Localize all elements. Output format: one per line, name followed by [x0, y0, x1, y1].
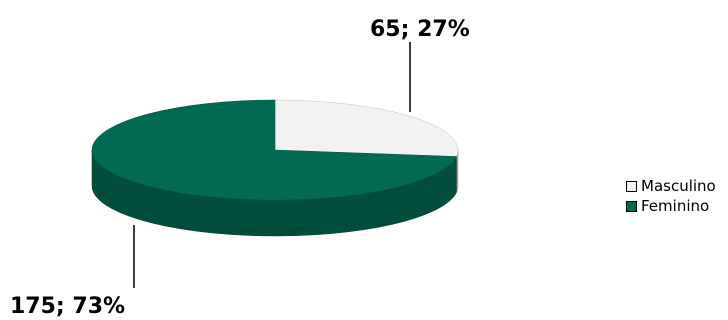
legend: Masculino Feminino: [626, 176, 716, 216]
legend-item-feminino: Feminino: [626, 196, 716, 216]
legend-swatch-feminino: [626, 200, 637, 212]
pie-slice-masculino: [274, 99, 459, 157]
pie-group: [91, 99, 459, 237]
legend-swatch-masculino: [626, 180, 637, 192]
data-label-feminino: 175; 73%: [10, 294, 125, 319]
legend-item-masculino: Masculino: [626, 176, 716, 196]
legend-label-feminino: Feminino: [641, 197, 710, 215]
legend-label-masculino: Masculino: [641, 177, 716, 195]
pie-slice-feminino: [91, 99, 457, 201]
data-label-masculino: 65; 27%: [370, 17, 470, 42]
data-labels: 65; 27% 175; 73%: [10, 17, 470, 319]
